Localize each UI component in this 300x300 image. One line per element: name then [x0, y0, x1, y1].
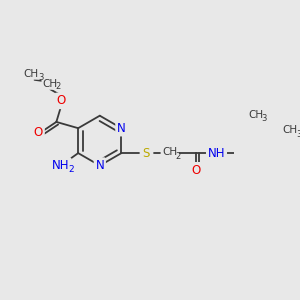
Text: 3: 3	[261, 114, 267, 123]
Text: CH: CH	[248, 110, 263, 120]
Text: O: O	[34, 126, 43, 139]
Text: O: O	[56, 94, 66, 107]
Text: CH: CH	[43, 79, 58, 89]
Text: 2: 2	[175, 152, 180, 161]
Text: S: S	[142, 147, 150, 160]
Text: CH: CH	[24, 69, 39, 79]
Text: 3: 3	[38, 73, 44, 82]
Text: N: N	[117, 122, 126, 135]
Text: NH: NH	[52, 159, 70, 172]
Text: NH: NH	[208, 147, 225, 160]
Text: CH: CH	[162, 147, 177, 157]
Text: O: O	[192, 164, 201, 177]
Text: 2: 2	[68, 165, 74, 174]
Text: 3: 3	[296, 130, 300, 139]
Text: N: N	[95, 159, 104, 172]
Text: CH: CH	[282, 125, 297, 135]
Text: 2: 2	[55, 82, 61, 91]
